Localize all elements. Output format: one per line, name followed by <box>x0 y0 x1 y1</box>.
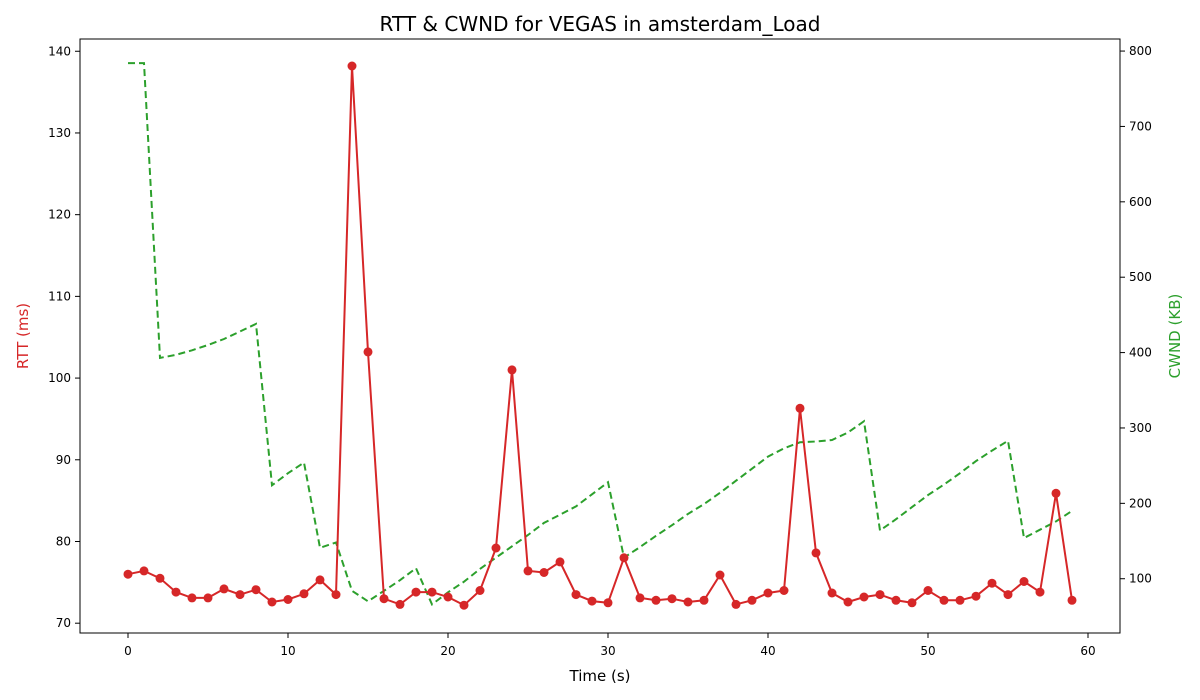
rtt-point <box>187 593 197 603</box>
rtt-point <box>1019 577 1029 586</box>
rtt-point <box>171 587 181 597</box>
rtt-point <box>779 586 789 595</box>
rtt-point <box>555 557 565 567</box>
cwnd-line <box>128 62 1073 606</box>
rtt-point <box>827 588 837 598</box>
y-right-tick-label: 800 <box>1129 44 1152 58</box>
y-right-tick-label: 500 <box>1129 270 1152 284</box>
rtt-point <box>539 568 549 577</box>
rtt-point <box>123 569 133 579</box>
rtt-point <box>443 592 453 602</box>
rtt-point <box>475 586 485 595</box>
rtt-point <box>1035 587 1045 597</box>
rtt-point <box>411 587 421 597</box>
rtt-point <box>1067 595 1077 605</box>
y-left-tick-label: 100 <box>48 371 71 385</box>
rtt-point <box>603 598 613 608</box>
x-tick-label: 60 <box>1080 644 1095 658</box>
x-tick-label: 0 <box>124 644 132 658</box>
rtt-point <box>811 548 821 558</box>
rtt-point <box>987 578 997 588</box>
y-left-axis-ticks: 70 80 90 100 110 120 130 140 <box>48 44 80 630</box>
y-right-tick-label: 100 <box>1129 572 1152 586</box>
rtt-point <box>235 590 245 600</box>
y-right-tick-label: 200 <box>1129 496 1152 510</box>
y-right-tick-label: 600 <box>1129 195 1152 209</box>
rtt-point <box>379 594 389 604</box>
x-axis-title: Time (s) <box>569 667 631 685</box>
y-left-tick-label: 90 <box>56 453 71 467</box>
rtt-point <box>155 573 165 583</box>
rtt-point <box>763 588 773 598</box>
rtt-point <box>395 599 405 609</box>
rtt-point <box>363 347 373 357</box>
rtt-point <box>667 594 677 604</box>
rtt-point <box>635 593 645 603</box>
y-left-axis-title: RTT (ms) <box>14 303 32 369</box>
rtt-point <box>139 566 149 576</box>
y-left-tick-label: 70 <box>56 616 71 630</box>
rtt-point <box>299 589 309 599</box>
x-tick-label: 40 <box>760 644 775 658</box>
y-right-tick-label: 400 <box>1129 346 1152 360</box>
rtt-point <box>315 575 325 585</box>
rtt-point <box>283 595 293 604</box>
rtt-point <box>571 590 581 600</box>
rtt-point <box>939 595 949 605</box>
rtt-point <box>1003 590 1013 600</box>
plot-frame <box>79 38 1121 634</box>
rtt-point <box>651 595 661 605</box>
plot-border <box>79 38 1121 634</box>
x-tick-label: 30 <box>600 644 615 658</box>
rtt-point <box>859 592 869 602</box>
rtt-point <box>331 590 341 600</box>
rtt-line <box>127 65 1073 607</box>
rtt-point <box>731 599 741 609</box>
y-right-axis-title: CWND (KB) <box>1166 294 1184 379</box>
rtt-point <box>203 593 213 603</box>
y-left-tick-label: 140 <box>48 44 71 58</box>
rtt-point <box>491 543 501 553</box>
x-tick-label: 50 <box>920 644 935 658</box>
rtt-point <box>907 598 917 608</box>
rtt-point <box>459 600 469 610</box>
rtt-point <box>219 584 229 594</box>
rtt-point <box>251 585 261 595</box>
y-left-tick-label: 130 <box>48 126 71 140</box>
rtt-point <box>795 403 805 413</box>
rtt-point <box>683 597 693 607</box>
rtt-series <box>123 61 1077 610</box>
rtt-point <box>427 587 437 597</box>
y-right-axis-ticks: 100 200 300 400 500 600 700 800 <box>1120 44 1152 586</box>
rtt-point <box>747 595 757 605</box>
rtt-point <box>267 597 277 607</box>
rtt-point <box>699 595 709 605</box>
y-left-tick-label: 120 <box>48 208 71 222</box>
rtt-point <box>875 590 885 600</box>
rtt-point <box>955 595 965 605</box>
y-right-tick-label: 300 <box>1129 421 1152 435</box>
rtt-point <box>523 566 533 576</box>
rtt-point <box>507 365 517 375</box>
rtt-point <box>891 595 901 605</box>
x-tick-label: 20 <box>440 644 455 658</box>
y-right-tick-label: 700 <box>1129 119 1152 133</box>
x-axis-ticks: 0 10 20 30 40 50 60 <box>124 633 1096 658</box>
rtt-point <box>1051 488 1061 498</box>
x-tick-label: 10 <box>280 644 295 658</box>
y-left-tick-label: 80 <box>56 534 71 548</box>
rtt-point <box>843 597 853 607</box>
rtt-point <box>347 61 357 71</box>
cwnd-series <box>128 62 1073 606</box>
rtt-point <box>619 553 629 563</box>
rtt-point <box>587 596 597 606</box>
chart-title: RTT & CWND for VEGAS in amsterdam_Load <box>380 12 821 36</box>
rtt-point <box>923 586 933 595</box>
y-left-tick-label: 110 <box>48 289 71 303</box>
rtt-point <box>715 570 725 580</box>
rtt-point <box>971 591 981 601</box>
